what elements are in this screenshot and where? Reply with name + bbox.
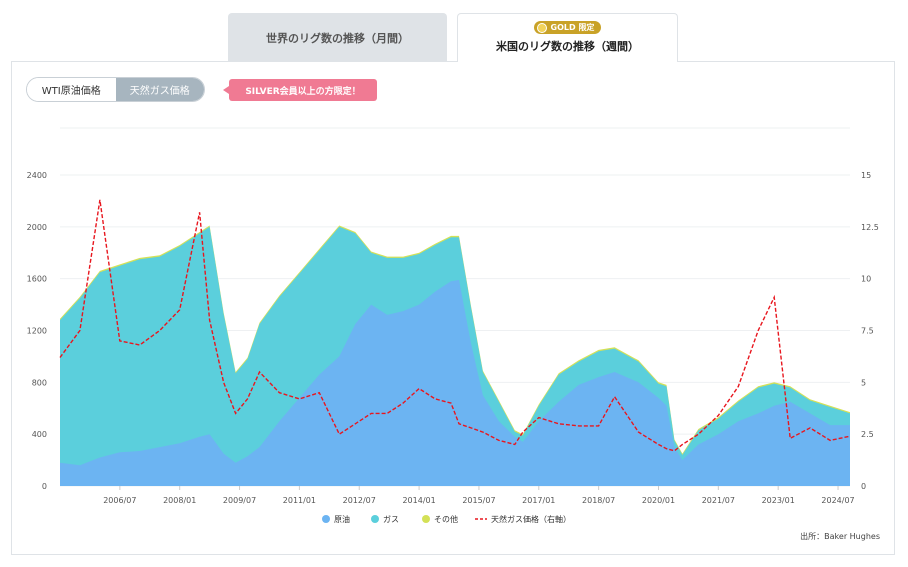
gold-badge-label: GOLD 限定 <box>550 23 595 32</box>
x-axis-tick-label: 2017/01 <box>522 496 555 505</box>
legend-swatch <box>422 515 430 523</box>
left-axis-tick-label: 800 <box>32 378 47 387</box>
x-axis-tick-label: 2009/07 <box>223 496 256 505</box>
x-axis-tick-label: 2024/07 <box>821 496 854 505</box>
x-axis-tick-label: 2021/07 <box>702 496 735 505</box>
right-axis-tick-label: 12.5 <box>861 223 879 232</box>
price-toggle: WTI原油価格 天然ガス価格 <box>26 77 205 102</box>
right-axis-tick-label: 5 <box>861 378 866 387</box>
legend-label: 原油 <box>334 514 350 524</box>
oil-area <box>60 280 850 486</box>
tab-world-rig-count[interactable]: 世界のリグ数の推移（月間） <box>228 13 447 62</box>
left-axis-tick-label: 1200 <box>27 327 47 336</box>
legend-swatch <box>322 515 330 523</box>
left-axis-tick-label: 400 <box>32 430 47 439</box>
right-axis-tick-label: 0 <box>861 482 866 491</box>
legend-swatch <box>371 515 379 523</box>
silver-promo-badge: SILVER会員以上の方限定！ <box>223 79 377 101</box>
x-axis-tick-label: 2012/07 <box>343 496 376 505</box>
x-axis-tick-label: 2018/07 <box>582 496 615 505</box>
right-axis-tick-label: 7.5 <box>861 327 874 336</box>
legend-label: その他 <box>434 514 458 524</box>
x-axis-tick-label: 2014/01 <box>402 496 435 505</box>
tab-us-label: 米国のリグ数の推移（週間） <box>496 40 639 53</box>
gold-coin-icon <box>536 22 547 33</box>
source-note: 出所：Baker Hughes <box>800 532 880 541</box>
x-axis-tick-label: 2020/01 <box>642 496 675 505</box>
x-axis-tick-label: 2008/01 <box>163 496 196 505</box>
left-axis-tick-label: 2000 <box>27 223 47 232</box>
right-axis-tick-label: 15 <box>861 171 871 180</box>
x-axis-tick-label: 2011/01 <box>283 496 316 505</box>
x-axis-tick-label: 2006/07 <box>103 496 136 505</box>
toggle-wti-button[interactable]: WTI原油価格 <box>27 78 116 101</box>
natgas-price-line <box>59 199 851 452</box>
left-axis-tick-label: 1600 <box>27 275 47 284</box>
legend-label: ガス <box>383 514 399 524</box>
tab-us-rig-count[interactable]: GOLD 限定 米国のリグ数の推移（週間） <box>457 13 678 62</box>
legend-label: 天然ガス価格（右軸） <box>491 514 571 524</box>
left-axis-tick-label: 2400 <box>27 171 47 180</box>
left-axis-tick-label: 0 <box>42 482 47 491</box>
toggle-natgas-button[interactable]: 天然ガス価格 <box>115 78 204 101</box>
x-axis-tick-label: 2023/01 <box>762 496 795 505</box>
right-axis-tick-label: 2.5 <box>861 430 874 439</box>
gold-badge: GOLD 限定 <box>533 21 602 34</box>
tab-world-label: 世界のリグ数の推移（月間） <box>266 31 409 45</box>
x-axis-tick-label: 2015/07 <box>462 496 495 505</box>
right-axis-tick-label: 10 <box>861 275 871 284</box>
